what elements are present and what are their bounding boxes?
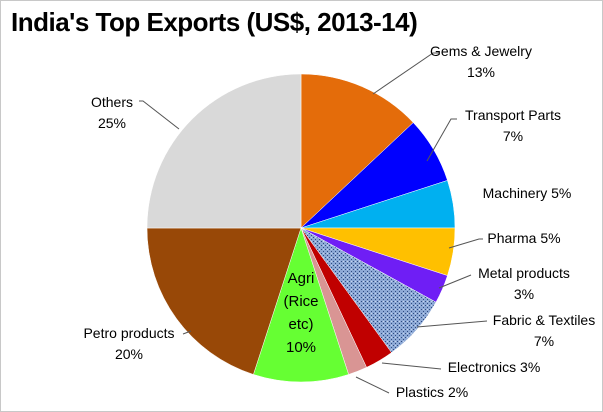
label-text: Agri [287,270,315,287]
label-metal-products: Metal products 3% [478,263,570,305]
leader-line-fabric [416,320,488,328]
chart-title: India's Top Exports (US$, 2013-14) [11,7,418,37]
label-pct: 7% [533,333,555,349]
label-text: (Rice [283,293,319,310]
label-pct: 10% [285,339,317,356]
label-pct: 20% [114,346,144,362]
leader-lines [139,52,488,394]
leader-line-pharma [448,238,483,249]
pie-slice-agri-rice-etc [253,227,349,383]
leader-line-gems [372,52,439,95]
pie-slice-gems-jewelry [300,73,414,229]
label-text: etc) [288,316,314,333]
label-petro-products: Petro products 20% [83,323,174,365]
leader-line-transport [426,118,457,162]
pie-slice-petro-products [146,227,302,375]
label-text: Fabric & Textiles [492,312,596,328]
label-pct: 7% [502,128,524,144]
label-text: Petro products [83,325,175,341]
label-machinery: Machinery 5% [482,185,572,201]
leader-line-plastics [355,376,390,394]
label-gems-jewelry: Gems & Jewelry 13% [430,41,532,83]
label-pct: 13% [466,64,496,80]
leader-line-others [139,100,180,130]
leader-line-electronics [381,362,442,370]
label-plastics: Plastics 2% [395,384,469,400]
label-agri: Agri (Rice etc) 10% [283,267,318,359]
label-transport-parts: Transport Parts 7% [465,105,561,147]
label-electronics: Electronics 3% [447,359,541,375]
label-text: Metal products [478,265,570,281]
pie-slice-others [146,73,302,229]
label-text: Gems & Jewelry [430,43,532,59]
label-others: Others 25% [91,92,133,134]
label-pct: 3% [513,286,535,302]
label-text: Transport Parts [465,107,561,123]
leader-line-metal [438,274,472,289]
label-pct: 25% [97,115,127,131]
label-pharma: Pharma 5% [487,230,561,246]
label-text: Others [90,94,134,110]
label-fabric-textiles: Fabric & Textiles 7% [493,310,595,352]
leader-line-petro [182,330,192,335]
